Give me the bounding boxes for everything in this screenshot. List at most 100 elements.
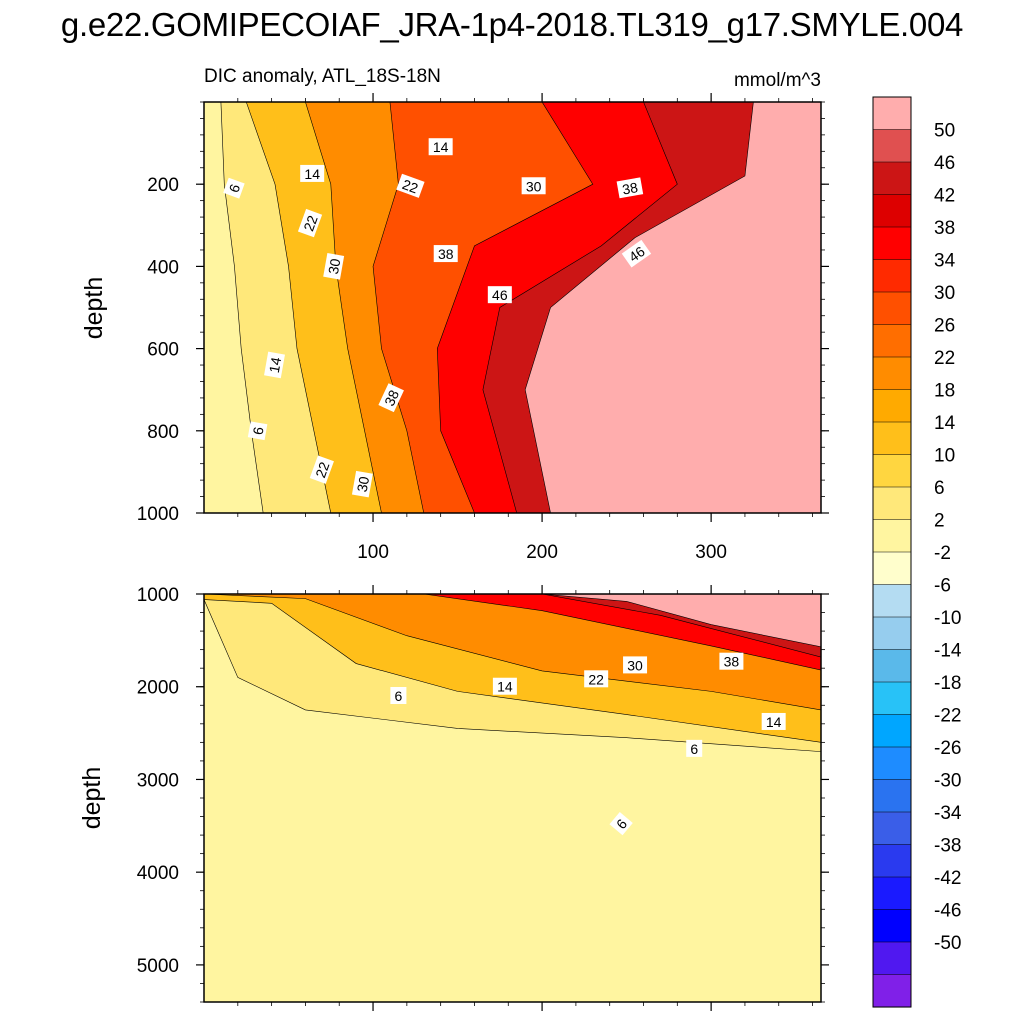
contour-label-text: 30: [354, 475, 372, 493]
contour-label-box: [584, 670, 609, 688]
colorbar-label: 30: [934, 283, 955, 304]
colorbar-swatch: [872, 389, 912, 423]
contour-label-text: 22: [588, 671, 604, 687]
colorbar-label: 10: [934, 446, 955, 467]
contour-label-text: 14: [766, 714, 782, 730]
colorbar-label: -14: [934, 641, 962, 662]
contour-label: 38: [616, 177, 644, 199]
colorbar-swatch: [872, 486, 912, 521]
chart-subtitle: DIC anomaly, ATL_18S-18N: [204, 66, 441, 87]
contour-label: 6: [247, 421, 268, 441]
contour-label-box: [300, 164, 325, 182]
colorbar-label: 34: [934, 251, 956, 272]
colorbar-swatch: [872, 129, 912, 163]
colorbar-swatch: [872, 519, 912, 553]
colorbar-swatch: [872, 194, 912, 228]
contour-label: 6: [609, 812, 633, 836]
contour-label-box: [433, 245, 458, 263]
colorbar-label: -6: [934, 576, 951, 597]
colorbar-label: 22: [934, 348, 955, 369]
colorbar-swatch: [872, 941, 912, 976]
contour-label: 30: [623, 656, 648, 674]
contour-label-box: [492, 677, 517, 695]
colorbar-label: -18: [934, 673, 961, 694]
colorbar-swatch: [872, 974, 912, 1008]
colorbar-swatch: [872, 356, 912, 391]
contour-label-text: 38: [621, 179, 639, 197]
colorbar-label: -34: [934, 803, 962, 824]
colorbar-label: -10: [934, 608, 961, 629]
contour-label-text: 30: [526, 178, 542, 194]
lower-y-axis-title: depth: [78, 767, 106, 830]
upper-y-axis-title: depth: [80, 277, 108, 340]
lower-contour-fills: [204, 594, 821, 752]
contour-label-box: [623, 656, 648, 674]
colorbar-swatch: [872, 681, 912, 716]
colorbar-label: -22: [934, 706, 961, 727]
contour-label-box: [309, 455, 334, 484]
contour-label-text: 14: [433, 139, 449, 155]
upper-axes: 200 400 600 800 1000 100 200 300: [137, 93, 829, 563]
contour-band-50: [524, 102, 821, 513]
x-tick-label: 300: [695, 542, 727, 563]
contour-label-box: [609, 812, 633, 836]
lower-contour-labels: 6 14 22 30 38 14 6 6: [390, 652, 786, 836]
colorbar-label: 2: [934, 511, 945, 532]
colorbar-swatch: [872, 649, 912, 683]
colorbar-swatch: [872, 746, 912, 781]
colorbar-swatch: [872, 226, 912, 261]
colorbar-swatch: [872, 714, 912, 748]
y-tick-label: 1000: [137, 585, 179, 606]
contour-label-box: [297, 208, 323, 238]
contour-label: 22: [297, 208, 323, 238]
colorbar-label: 42: [934, 186, 955, 207]
main-title: g.e22.GOMIPECOIAF_JRA-1p4-2018.TL319_g17…: [60, 6, 964, 43]
contour-label: 38: [433, 245, 458, 263]
contour-label-text: 30: [627, 657, 643, 673]
colorbar-swatch: [872, 551, 912, 586]
contour-label-box: [686, 739, 703, 757]
colorbar-label: -26: [934, 738, 961, 759]
contour-label: 46: [621, 239, 652, 268]
upper-contour-fills: [220, 102, 821, 513]
contour-label-box: [390, 687, 407, 704]
contour-label: 6: [223, 177, 245, 199]
contour-label-text: 6: [250, 425, 267, 436]
contour-label: 6: [686, 739, 703, 757]
contour-label-text: 38: [381, 387, 402, 408]
contour-label-box: [247, 421, 268, 441]
colorbar-label: 38: [934, 218, 955, 239]
contour-label-box: [323, 253, 345, 280]
y-tick-label: 2000: [137, 678, 179, 699]
contour-label-box: [621, 239, 652, 268]
contour-label-box: [428, 138, 453, 156]
contour-label-text: 22: [400, 176, 420, 196]
colorbar-swatch: [872, 811, 912, 846]
colorbar-label: 46: [934, 153, 955, 174]
contour-label-text: 38: [724, 654, 740, 670]
contour-label: 22: [396, 173, 425, 198]
contour-label-text: 30: [325, 257, 343, 275]
colorbar-swatch: [872, 421, 912, 456]
colorbar-swatch: [872, 259, 912, 293]
contour-label: 30: [521, 177, 546, 195]
contour-label-text: 6: [690, 741, 698, 757]
y-tick-label: 200: [147, 175, 179, 196]
contour-label-box: [351, 470, 373, 498]
contour-label-box: [223, 177, 245, 199]
upper-panel: 6 14 14 22 22 30 30 38 38 46 46 14 38 6 22 30 200 400 600…: [80, 93, 829, 563]
contour-label-text: 6: [394, 688, 402, 704]
colorbar-label: 50: [934, 121, 955, 142]
contour-label: 38: [719, 652, 744, 670]
contour-label-box: [761, 712, 786, 730]
colorbar-label: -2: [934, 543, 951, 564]
colorbar-swatch: [872, 779, 912, 813]
contour-label: 14: [492, 677, 517, 695]
colorbar-swatch: [872, 876, 912, 911]
colorbar-swatch: [872, 96, 912, 131]
x-tick-label: 100: [357, 542, 389, 563]
contour-band-50: [204, 594, 821, 648]
contour-label: 22: [584, 670, 609, 688]
colorbar-frame: [872, 96, 912, 1008]
colorbar-label: -38: [934, 836, 961, 857]
